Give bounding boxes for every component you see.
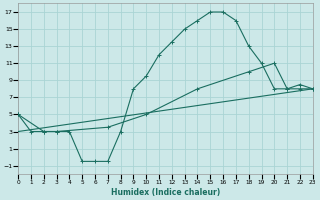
X-axis label: Humidex (Indice chaleur): Humidex (Indice chaleur) bbox=[111, 188, 220, 197]
